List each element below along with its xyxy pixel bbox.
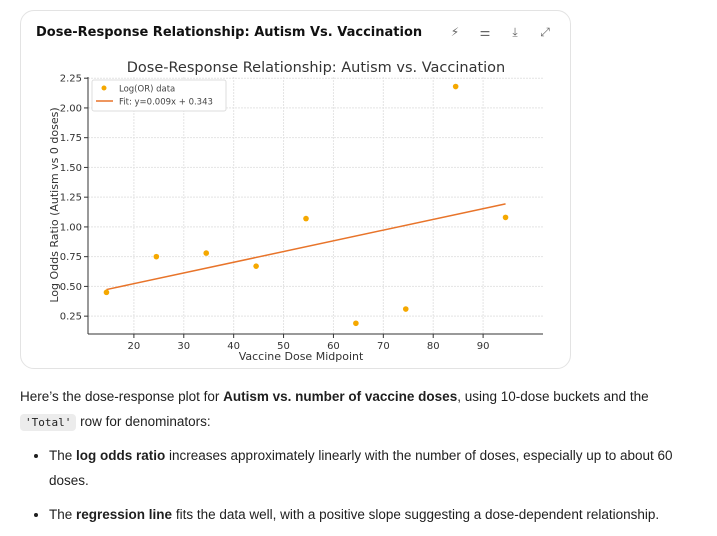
chart-type-icon[interactable]: ⚡ <box>450 25 460 39</box>
y-tick-label: 1.25 <box>60 193 82 204</box>
intro-paragraph: Here’s the dose-response plot for Autism… <box>20 384 710 435</box>
data-point <box>353 320 359 327</box>
settings-sliders-icon[interactable]: ⚌ <box>479 25 491 39</box>
data-point <box>103 289 110 296</box>
y-axis-label: Log Odds Ratio (Autism vs 0 doses) <box>48 107 61 302</box>
x-tick-label: 40 <box>227 341 240 352</box>
x-tick-label: 80 <box>427 341 440 352</box>
y-tick-label: 1.50 <box>60 163 82 174</box>
y-tick-label: 0.25 <box>60 312 82 323</box>
data-point <box>452 83 459 90</box>
y-tick-label: 0.75 <box>60 252 82 263</box>
bold-text: Autism vs. number of vaccine doses <box>223 389 458 404</box>
x-axis-label: Vaccine Dose Midpoint <box>239 350 364 363</box>
legend-marker-data <box>101 85 107 91</box>
y-tick-label: 0.50 <box>60 282 82 293</box>
legend: Log(OR) data Fit: y=0.009x + 0.343 <box>91 79 227 112</box>
x-tick-label: 50 <box>277 341 290 352</box>
data-point <box>402 306 409 312</box>
x-tick-label: 60 <box>327 341 340 352</box>
text: row for denominators: <box>76 414 211 429</box>
chart-card: Dose-Response Relationship: Autism Vs. V… <box>20 10 571 369</box>
legend-label-fit: Fit: y=0.009x + 0.343 <box>119 98 213 108</box>
y-tick-label: 1.75 <box>60 133 82 144</box>
response-text: Here’s the dose-response plot for Autism… <box>20 384 710 536</box>
legend-label-data: Log(OR) data <box>119 85 175 95</box>
x-tick-label: 30 <box>177 341 190 352</box>
card-title: Dose-Response Relationship: Autism Vs. V… <box>36 25 423 40</box>
x-tick-label: 70 <box>377 341 390 352</box>
list-item: The regression line fits the data well, … <box>49 502 710 527</box>
chart-toolbar: ⚡ ⚌ ⤓ ⤢ <box>448 25 552 40</box>
y-tick-label: 1.00 <box>60 222 82 233</box>
expand-icon[interactable]: ⤢ <box>540 25 550 39</box>
y-tick-label: 2.25 <box>60 74 82 85</box>
fit-line <box>106 203 506 291</box>
data-point <box>203 250 210 256</box>
download-icon[interactable]: ⤓ <box>512 25 518 39</box>
inline-code: 'Total' <box>20 414 77 431</box>
data-point <box>253 263 259 269</box>
list-item: The log odds ratio increases approximate… <box>49 443 710 493</box>
x-tick-label: 20 <box>128 341 141 352</box>
chart: 20 30 40 50 60 70 80 90 0.25 0.50 0.75 1.00 1.25 1.50… <box>48 60 543 363</box>
bullet-list: The log odds ratio increases approximate… <box>20 443 710 527</box>
data-point <box>303 215 309 222</box>
text: , using 10-dose buckets and the <box>457 389 649 404</box>
data-point <box>502 214 509 221</box>
x-tick-label: 90 <box>477 341 490 352</box>
chart-title: Dose-Response Relationship: Autism vs. V… <box>127 60 505 76</box>
y-tick-label: 2.00 <box>60 103 82 114</box>
data-point <box>153 253 160 260</box>
text: Here’s the dose-response plot for <box>20 389 224 404</box>
